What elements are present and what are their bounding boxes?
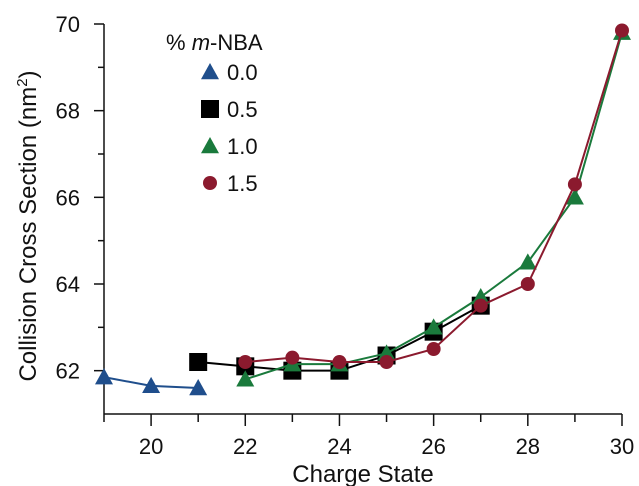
- data-point: [471, 288, 490, 305]
- data-point: [95, 368, 113, 385]
- y-tick-label: 70: [56, 12, 80, 37]
- data-point: [473, 298, 488, 313]
- y-axis-title: Collision Cross Section (nm2): [14, 70, 42, 381]
- legend-label: 0.0: [227, 60, 258, 85]
- series-0.0: [95, 368, 208, 396]
- x-tick-label: 24: [327, 434, 351, 459]
- y-tick-label: 64: [56, 272, 80, 297]
- y-axis-title-close: ): [15, 70, 42, 78]
- x-tick-label: 30: [610, 434, 634, 459]
- legend-title-italic: m: [192, 30, 210, 55]
- data-point: [238, 355, 253, 369]
- data-point: [142, 376, 161, 394]
- legend-marker: [201, 137, 219, 154]
- data-point: [189, 353, 208, 371]
- data-point: [236, 370, 255, 387]
- legend-marker: [203, 176, 217, 190]
- y-tick-label: 62: [56, 359, 80, 384]
- data-point: [567, 177, 582, 192]
- y-tick-label: 66: [56, 185, 80, 210]
- series-layer: [95, 23, 631, 396]
- legend: 0.0 0.5 1.0 1.5: [201, 60, 258, 196]
- series-1.0: [236, 23, 631, 387]
- legend-marker: [201, 63, 219, 80]
- y-axis-title-main: Collision Cross Section (nm: [15, 87, 42, 382]
- legend-label: 0.5: [227, 97, 258, 122]
- data-point: [518, 253, 537, 270]
- data-point: [520, 277, 535, 291]
- legend-title: % m-NBA: [166, 30, 263, 55]
- data-point: [426, 342, 441, 356]
- legend-label: 1.5: [227, 171, 258, 196]
- x-tick-label: 20: [139, 434, 163, 459]
- data-point: [424, 318, 443, 335]
- legend-marker: [201, 100, 219, 118]
- data-point: [189, 379, 208, 396]
- x-tick-label: 28: [516, 434, 540, 459]
- legend-title-prefix: %: [166, 30, 192, 55]
- legend-label: 1.0: [227, 134, 258, 159]
- series-1.5: [238, 23, 629, 369]
- y-axis-title-sup: 2: [14, 78, 31, 86]
- data-point: [615, 23, 629, 38]
- x-tick-label: 22: [233, 434, 257, 459]
- data-point: [332, 355, 347, 369]
- y-tick-label: 68: [56, 99, 80, 124]
- legend-title-suffix: -NBA: [210, 30, 263, 55]
- x-tick-label: 26: [421, 434, 445, 459]
- data-point: [379, 355, 394, 369]
- data-point: [285, 350, 300, 365]
- axes: 20 22 24 26 28 30 62 64 66 68 70: [56, 12, 635, 459]
- data-point: [565, 188, 584, 205]
- x-axis-title: Charge State: [292, 461, 433, 486]
- series-line: [245, 30, 623, 363]
- data-point: [377, 344, 396, 361]
